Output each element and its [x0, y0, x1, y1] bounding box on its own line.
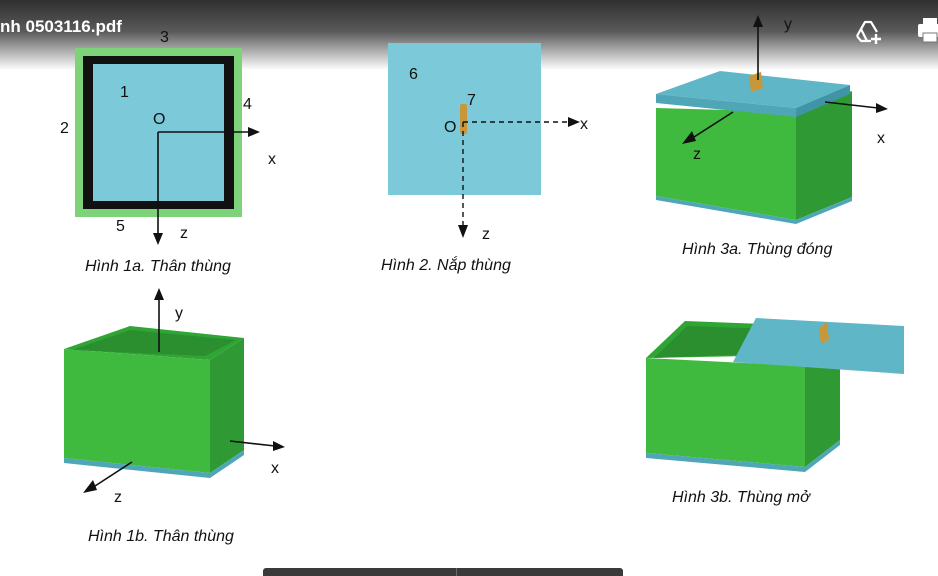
- label-6: 6: [409, 66, 418, 83]
- lid-handle: [749, 72, 763, 92]
- z-axis-label: z: [482, 226, 490, 243]
- toolbar-divider: [456, 568, 457, 576]
- caption-figure-1a: Hình 1a. Thân thùng: [85, 258, 231, 275]
- label-5: 5: [116, 218, 125, 235]
- caption-figure-2: Hình 2. Nắp thùng: [381, 257, 511, 274]
- lid-handle: [460, 104, 467, 134]
- y-axis-label: y: [784, 16, 792, 33]
- open-lid: [733, 318, 904, 374]
- page-navigation-toolbar[interactable]: [263, 568, 623, 576]
- caption-figure-3a: Hình 3a. Thùng đóng: [682, 241, 833, 258]
- z-axis-label: z: [693, 146, 701, 163]
- label-2: 2: [60, 120, 69, 137]
- box-side: [796, 91, 852, 220]
- y-axis-label: y: [175, 305, 183, 322]
- print-icon[interactable]: [914, 14, 938, 46]
- z-axis-label: z: [114, 489, 122, 506]
- label-1: 1: [120, 84, 129, 101]
- x-axis-label: x: [580, 116, 588, 133]
- document-filename[interactable]: nh 0503116.pdf: [0, 17, 122, 36]
- label-3: 3: [160, 29, 169, 46]
- label-7: 7: [467, 92, 476, 109]
- x-axis-label: x: [877, 130, 885, 147]
- box-side: [210, 338, 244, 473]
- box-front: [646, 358, 805, 467]
- origin-label: O: [153, 111, 166, 128]
- label-4: 4: [243, 96, 252, 113]
- box-inner: [72, 330, 236, 356]
- origin-label: O: [444, 119, 457, 136]
- box-front: [64, 349, 210, 473]
- x-axis-label: x: [268, 151, 276, 168]
- add-to-drive-icon[interactable]: [852, 14, 884, 46]
- caption-figure-3b: Hình 3b. Thùng mở: [672, 489, 810, 506]
- lid-handle: [819, 322, 829, 344]
- x-axis-label: x: [271, 460, 279, 477]
- z-axis-label: z: [180, 225, 188, 242]
- caption-figure-1b: Hình 1b. Thân thùng: [88, 528, 234, 545]
